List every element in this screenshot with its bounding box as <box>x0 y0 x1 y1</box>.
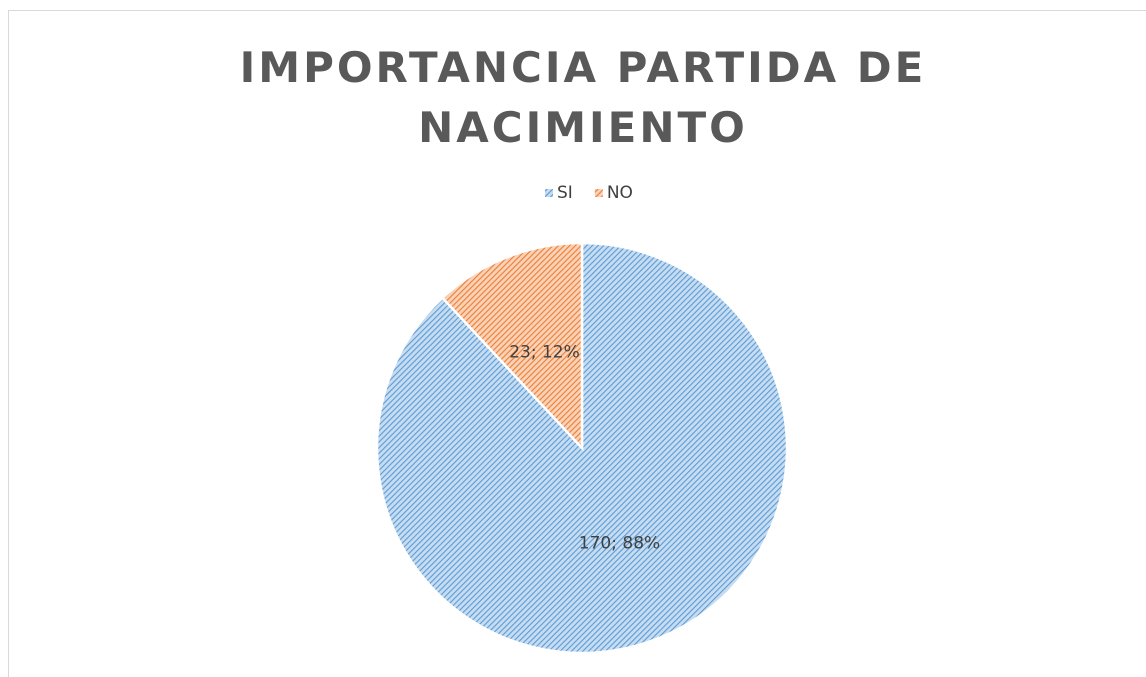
legend-swatch <box>594 189 603 197</box>
chart-frame <box>8 10 1146 677</box>
pie-slice <box>440 241 584 452</box>
data-label: 23; 12% <box>509 343 580 363</box>
legend-label: NO <box>607 183 633 203</box>
data-label: 170; 88% <box>579 533 660 553</box>
legend-swatch <box>545 189 553 197</box>
legend-label: SI <box>557 183 573 203</box>
chart-title: IMPORTANCIA PARTIDA DE NACIMIENTO <box>239 43 927 152</box>
